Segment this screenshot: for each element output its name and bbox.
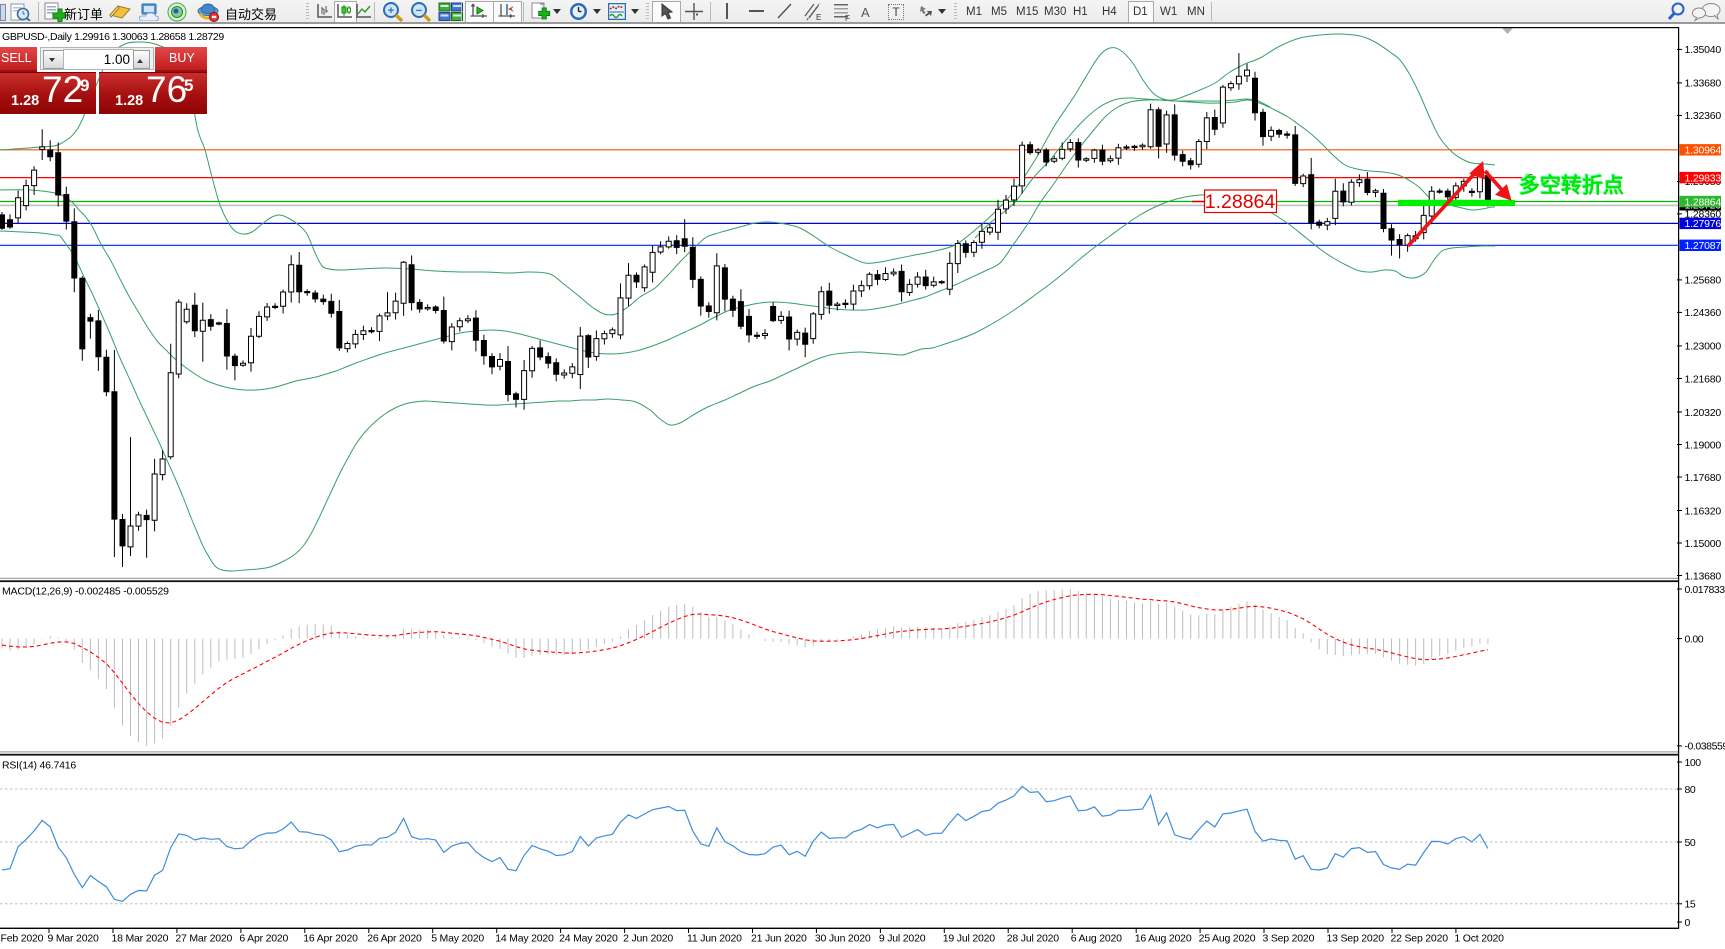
- svg-text:14 May 2020: 14 May 2020: [495, 933, 554, 945]
- svg-text:6 Apr 2020: 6 Apr 2020: [239, 933, 288, 945]
- svg-text:1.21680: 1.21680: [1685, 373, 1722, 385]
- svg-text:GBPUSD-,Daily 1.29916 1.30063: GBPUSD-,Daily 1.29916 1.30063 1.28658 1.…: [2, 31, 224, 43]
- svg-text:21 Jun 2020: 21 Jun 2020: [751, 933, 807, 945]
- svg-text:1.24360: 1.24360: [1685, 307, 1722, 319]
- svg-text:0.017833: 0.017833: [1685, 584, 1725, 596]
- svg-text:25 Aug 2020: 25 Aug 2020: [1199, 933, 1256, 945]
- svg-text:24 May 2020: 24 May 2020: [559, 933, 618, 945]
- svg-text:13 Sep 2020: 13 Sep 2020: [1327, 933, 1385, 945]
- svg-text:2 Jun 2020: 2 Jun 2020: [623, 933, 673, 945]
- svg-text:15: 15: [1685, 899, 1696, 911]
- svg-text:+: +: [388, 5, 394, 17]
- svg-text:1.33680: 1.33680: [1685, 78, 1722, 90]
- svg-text:-0.038559: -0.038559: [1685, 741, 1725, 753]
- svg-text:E: E: [816, 13, 821, 21]
- svg-text:28 Jul 2020: 28 Jul 2020: [1007, 933, 1059, 945]
- svg-text:MACD(12,26,9) -0.002485 -0.005: MACD(12,26,9) -0.002485 -0.005529: [2, 586, 169, 598]
- svg-text:50: 50: [1685, 837, 1696, 849]
- svg-text:RSI(14) 46.7416: RSI(14) 46.7416: [2, 760, 76, 772]
- svg-text:16 Apr 2020: 16 Apr 2020: [303, 933, 358, 945]
- svg-text:11 Jun 2020: 11 Jun 2020: [687, 933, 742, 945]
- svg-text:18 Mar 2020: 18 Mar 2020: [112, 933, 169, 945]
- svg-text:19 Jul 2020: 19 Jul 2020: [943, 933, 995, 945]
- svg-text:1.19000: 1.19000: [1685, 439, 1722, 451]
- svg-text:6 Aug 2020: 6 Aug 2020: [1071, 933, 1122, 945]
- svg-text:1.25680: 1.25680: [1685, 275, 1722, 287]
- svg-text:1.27976: 1.27976: [1685, 218, 1722, 230]
- svg-text:100: 100: [1685, 757, 1702, 769]
- svg-text:多空转折点: 多空转折点: [1519, 174, 1624, 198]
- svg-text:1.17680: 1.17680: [1685, 472, 1722, 484]
- svg-text:9 Jul 2020: 9 Jul 2020: [879, 933, 926, 945]
- svg-text:0: 0: [1685, 917, 1691, 929]
- svg-text:1.35040: 1.35040: [1685, 44, 1722, 56]
- svg-text:27 Mar 2020: 27 Mar 2020: [175, 933, 232, 945]
- svg-text:1.27087: 1.27087: [1685, 240, 1722, 252]
- svg-text:9 Mar 2020: 9 Mar 2020: [48, 933, 99, 945]
- svg-text:1.13680: 1.13680: [1685, 570, 1722, 582]
- svg-text:1.28864: 1.28864: [1685, 196, 1722, 208]
- svg-text:1.30964: 1.30964: [1685, 145, 1722, 157]
- svg-text:1 Oct 2020: 1 Oct 2020: [1454, 933, 1504, 945]
- svg-text:0.00: 0.00: [1685, 633, 1704, 645]
- svg-text:5 May 2020: 5 May 2020: [431, 933, 484, 945]
- svg-text:30 Jun 2020: 30 Jun 2020: [815, 933, 871, 945]
- svg-text:16 Aug 2020: 16 Aug 2020: [1135, 933, 1192, 945]
- svg-text:80: 80: [1685, 784, 1696, 796]
- svg-text:Feb 2020: Feb 2020: [1, 933, 44, 945]
- svg-text:26 Apr 2020: 26 Apr 2020: [367, 933, 422, 945]
- svg-text:1.15000: 1.15000: [1685, 538, 1722, 550]
- svg-text:1.23000: 1.23000: [1685, 341, 1722, 353]
- svg-text:F: F: [845, 14, 850, 21]
- svg-text:1.20320: 1.20320: [1685, 407, 1722, 419]
- svg-text:1.16320: 1.16320: [1685, 505, 1722, 517]
- svg-text:22 Sep 2020: 22 Sep 2020: [1391, 933, 1449, 945]
- svg-text:−: −: [416, 5, 422, 17]
- svg-text:1.28864: 1.28864: [1205, 191, 1276, 213]
- svg-text:1.32360: 1.32360: [1685, 110, 1722, 122]
- svg-text:1.29833: 1.29833: [1685, 172, 1722, 184]
- svg-text:3 Sep 2020: 3 Sep 2020: [1263, 933, 1315, 945]
